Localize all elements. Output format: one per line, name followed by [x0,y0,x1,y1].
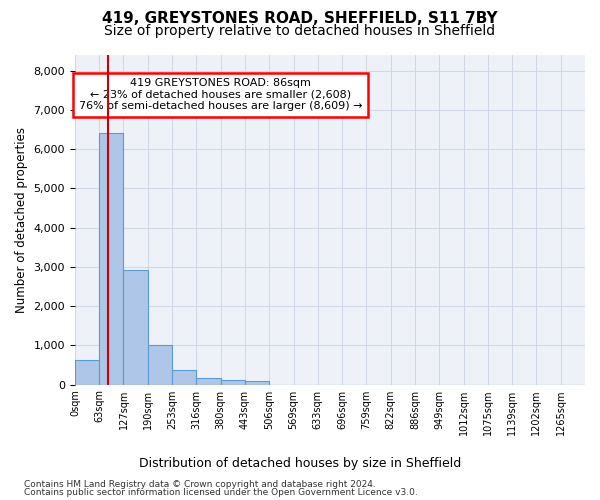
Bar [75,360,99,384]
Text: Distribution of detached houses by size in Sheffield: Distribution of detached houses by size … [139,458,461,470]
Bar [124,270,148,384]
Text: Contains HM Land Registry data © Crown copyright and database right 2024.: Contains HM Land Registry data © Crown c… [24,480,376,489]
Text: Size of property relative to detached houses in Sheffield: Size of property relative to detached ho… [104,24,496,38]
Bar [172,370,196,384]
Y-axis label: Number of detached properties: Number of detached properties [15,127,28,313]
Bar [99,134,124,384]
Bar [245,381,269,384]
Text: 419 GREYSTONES ROAD: 86sqm
← 23% of detached houses are smaller (2,608)
76% of s: 419 GREYSTONES ROAD: 86sqm ← 23% of deta… [79,78,362,112]
Text: 419, GREYSTONES ROAD, SHEFFIELD, S11 7BY: 419, GREYSTONES ROAD, SHEFFIELD, S11 7BY [102,11,498,26]
Bar [196,378,221,384]
Text: Contains public sector information licensed under the Open Government Licence v3: Contains public sector information licen… [24,488,418,497]
Bar [221,380,245,384]
Bar [148,345,172,385]
